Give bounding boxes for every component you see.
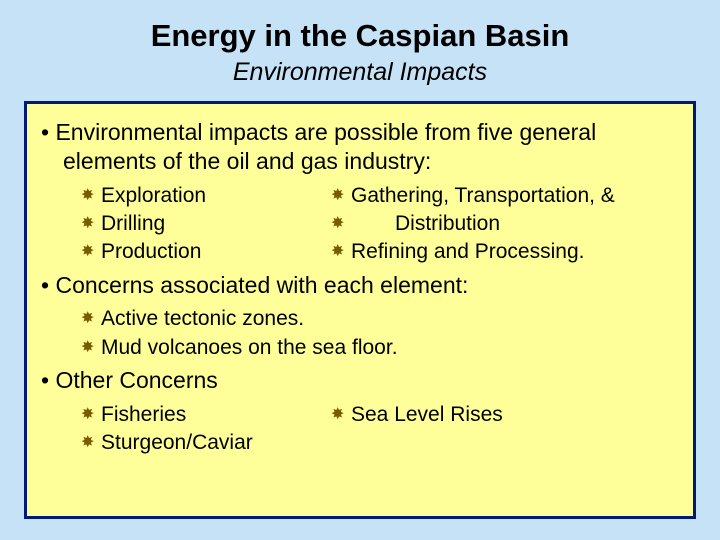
sub-bullet-label: Exploration	[101, 182, 331, 210]
section1-left-col: ✸Exploration ✸Drilling ✸Production	[81, 182, 331, 267]
star-icon: ✸	[81, 401, 101, 428]
section3-heading: Other Concerns	[41, 366, 679, 395]
list-item: ✸Sturgeon/Caviar	[81, 429, 331, 457]
list-item: ✸Refining and Processing.	[331, 238, 679, 266]
section2-items: ✸Active tectonic zones. ✸Mud volcanoes o…	[81, 305, 679, 362]
star-icon: ✸	[81, 210, 101, 237]
content-box: Environmental impacts are possible from …	[24, 101, 696, 519]
star-icon: ✸	[331, 182, 351, 209]
sub-bullet-label: Active tectonic zones.	[101, 305, 679, 333]
slide: Energy in the Caspian Basin Environmenta…	[0, 0, 720, 540]
slide-subtitle: Environmental Impacts	[0, 58, 720, 87]
list-item: ✸Gathering, Transportation, &	[331, 182, 679, 210]
list-item: ✸Distribution	[331, 210, 679, 238]
list-item: ✸Mud volcanoes on the sea floor.	[81, 334, 679, 362]
sub-bullet-label: Gathering, Transportation, &	[351, 182, 679, 210]
slide-title: Energy in the Caspian Basin	[0, 18, 720, 54]
section1-heading: Environmental impacts are possible from …	[41, 118, 679, 176]
list-item: ✸Sea Level Rises	[331, 401, 679, 429]
sub-bullet-label: Production	[101, 238, 331, 266]
list-item: ✸Production	[81, 238, 331, 266]
sub-bullet-label: Mud volcanoes on the sea floor.	[101, 334, 679, 362]
star-icon: ✸	[331, 210, 351, 237]
section3-left-col: ✸Fisheries ✸Sturgeon/Caviar	[81, 401, 331, 458]
sub-bullet-label: Sea Level Rises	[351, 401, 679, 429]
sub-bullet-label: Fisheries	[101, 401, 331, 429]
sub-bullet-label: Sturgeon/Caviar	[101, 429, 331, 457]
star-icon: ✸	[81, 238, 101, 265]
star-icon: ✸	[81, 334, 101, 361]
star-icon: ✸	[81, 305, 101, 332]
section3-right-col: ✸Sea Level Rises	[331, 401, 679, 458]
section1-right-col: ✸Gathering, Transportation, & ✸Distribut…	[331, 182, 679, 267]
star-icon: ✸	[331, 401, 351, 428]
sub-bullet-continuation: Distribution	[351, 210, 500, 238]
list-item: ✸Exploration	[81, 182, 331, 210]
list-item: ✸Fisheries	[81, 401, 331, 429]
section3-columns: ✸Fisheries ✸Sturgeon/Caviar ✸Sea Level R…	[81, 401, 679, 458]
sub-bullet-label: Drilling	[101, 210, 331, 238]
list-item: ✸Active tectonic zones.	[81, 305, 679, 333]
star-icon: ✸	[331, 238, 351, 265]
star-icon: ✸	[81, 429, 101, 456]
star-icon: ✸	[81, 182, 101, 209]
list-item: ✸Drilling	[81, 210, 331, 238]
section2-heading: Concerns associated with each element:	[41, 271, 679, 300]
section1-columns: ✸Exploration ✸Drilling ✸Production ✸Gath…	[81, 182, 679, 267]
sub-bullet-label: Refining and Processing.	[351, 238, 679, 266]
